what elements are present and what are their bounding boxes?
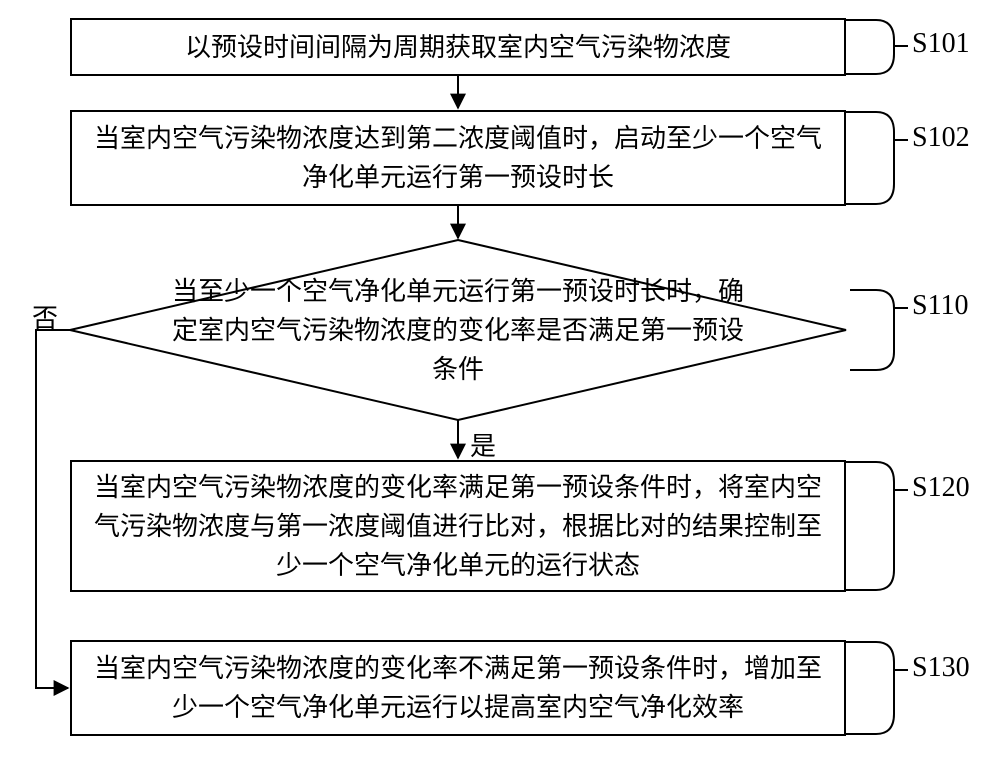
label-s130: S130 <box>912 652 970 684</box>
step-s130-text: 当室内空气污染物浓度的变化率不满足第一预设条件时，增加至少一个空气净化单元运行以… <box>88 649 828 727</box>
edge-no-label: 否 <box>32 298 58 335</box>
step-s102-text: 当室内空气污染物浓度达到第二浓度阈值时，启动至少一个空气净化单元运行第一预设时长 <box>88 119 828 197</box>
bracket-s102 <box>846 112 894 204</box>
flowchart-canvas: 以预设时间间隔为周期获取室内空气污染物浓度 S101 当室内空气污染物浓度达到第… <box>0 0 1000 759</box>
edge-yes-label: 是 <box>470 426 496 463</box>
bracket-s120 <box>846 462 894 590</box>
step-s101: 以预设时间间隔为周期获取室内空气污染物浓度 <box>70 18 846 76</box>
label-s120: S120 <box>912 472 970 504</box>
bracket-s110 <box>850 290 894 370</box>
label-s101: S101 <box>912 28 970 60</box>
step-s110-text: 当至少一个空气净化单元运行第一预设时长时，确定室内空气污染物浓度的变化率是否满足… <box>172 277 744 384</box>
bracket-s130 <box>846 642 894 734</box>
step-s102: 当室内空气污染物浓度达到第二浓度阈值时，启动至少一个空气净化单元运行第一预设时长 <box>70 110 846 206</box>
step-s110-text-wrap: 当至少一个空气净化单元运行第一预设时长时，确定室内空气污染物浓度的变化率是否满足… <box>170 272 746 389</box>
bracket-s101 <box>846 20 894 74</box>
step-s120-text: 当室内空气污染物浓度的变化率满足第一预设条件时，将室内空气污染物浓度与第一浓度阈… <box>88 468 828 585</box>
step-s101-text: 以预设时间间隔为周期获取室内空气污染物浓度 <box>185 28 731 67</box>
label-s110: S110 <box>912 290 969 322</box>
step-s130: 当室内空气污染物浓度的变化率不满足第一预设条件时，增加至少一个空气净化单元运行以… <box>70 640 846 736</box>
arrow-s110-s130-no <box>36 330 70 688</box>
step-s120: 当室内空气污染物浓度的变化率满足第一预设条件时，将室内空气污染物浓度与第一浓度阈… <box>70 460 846 592</box>
label-s102: S102 <box>912 122 970 154</box>
